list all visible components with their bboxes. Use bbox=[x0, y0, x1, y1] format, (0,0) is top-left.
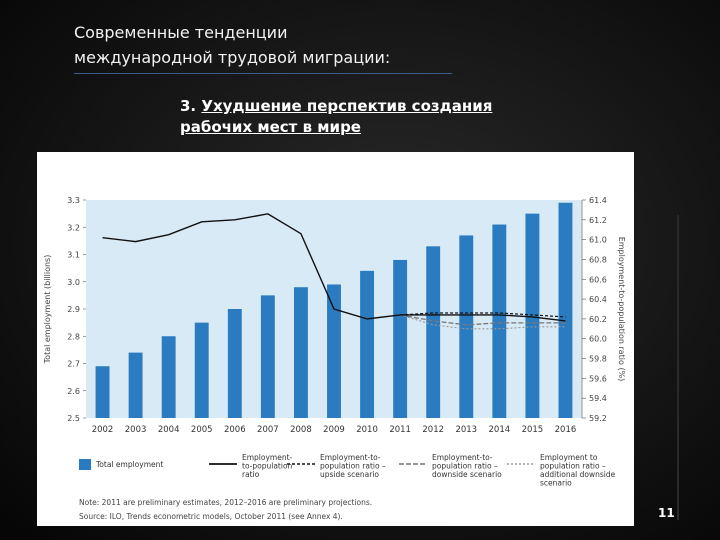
legend-label-3: Employment-to-population ratio – downside… bbox=[432, 453, 502, 479]
series-line-additional-downside bbox=[399, 314, 566, 330]
x-tick-label: 2008 bbox=[290, 425, 312, 435]
slide-title-line1: Современные тенденции bbox=[74, 23, 288, 42]
bar bbox=[128, 352, 143, 418]
subtitle-number: 3. bbox=[180, 97, 197, 115]
x-tick-label: 2012 bbox=[422, 425, 444, 435]
x-tick-label: 2006 bbox=[224, 425, 246, 435]
y-tick-label: 2.6 bbox=[67, 387, 80, 396]
chart-source: Source: ILO, Trends econometric models, … bbox=[79, 512, 343, 521]
bar bbox=[393, 259, 408, 418]
y2-axis-title: Employment-to-population ratio (%) bbox=[617, 237, 626, 382]
chart-panel: 2.5 2.6 2.7 2.8 2.9 3.0 3.1 3.2 3.3 59.2 59.4 59.6 5… bbox=[37, 152, 634, 526]
x-tick-label: 2013 bbox=[455, 425, 477, 435]
legend-label-4: Employment to population ratio – additiona… bbox=[540, 453, 616, 488]
y-tick-label: 2.9 bbox=[67, 305, 80, 314]
y2-tick-label: 61.0 bbox=[589, 236, 607, 245]
y2-tick-label: 59.8 bbox=[589, 355, 607, 364]
legend-label-1: Employment-to-population ratio bbox=[242, 453, 293, 479]
bar bbox=[492, 224, 507, 418]
legend-label-2: Employment-to-population ratio – upside s… bbox=[320, 453, 386, 479]
x-tick-label: 2011 bbox=[389, 425, 411, 435]
y2-tick-label: 61.4 bbox=[589, 196, 607, 205]
chart-note: Note: 2011 are preliminary estimates, 20… bbox=[79, 498, 372, 507]
subtitle-line2: рабочих мест в мире bbox=[180, 118, 361, 136]
x-tick-label: 2009 bbox=[323, 425, 345, 435]
bar bbox=[327, 284, 341, 418]
slide-title-line2: международной трудовой миграции: bbox=[74, 48, 391, 67]
slide-subtitle: 3. Ухудшение перспектив создания рабочих… bbox=[180, 96, 540, 138]
series-line-upside bbox=[400, 312, 566, 318]
y2-tick-label: 60.2 bbox=[589, 315, 607, 324]
x-tick-label: 2015 bbox=[522, 425, 544, 435]
y-tick-label: 3.0 bbox=[67, 278, 80, 287]
x-tick-label: 2002 bbox=[92, 425, 114, 435]
y-tick-label: 3.3 bbox=[67, 196, 80, 205]
title-divider bbox=[74, 73, 452, 74]
legend-swatch-bar bbox=[79, 459, 91, 470]
bar bbox=[426, 246, 441, 418]
page-number: 11 bbox=[658, 506, 675, 520]
subtitle-line1: Ухудшение перспектив создания bbox=[201, 97, 493, 115]
y-tick-label: 2.8 bbox=[67, 332, 80, 341]
series-line-ratio bbox=[102, 213, 566, 322]
y2-tick-label: 60.4 bbox=[589, 295, 607, 304]
legend-label-0: Total employment bbox=[95, 460, 163, 469]
y-axis-title: Total employment (billions) bbox=[43, 255, 52, 365]
x-tick-label: 2005 bbox=[191, 425, 213, 435]
x-tick-label: 2016 bbox=[555, 425, 577, 435]
y-tick-label: 2.7 bbox=[67, 360, 80, 369]
x-tick-label: 2007 bbox=[257, 425, 279, 435]
x-tick-label: 2014 bbox=[489, 425, 511, 435]
y2-tick-label: 60.0 bbox=[589, 335, 607, 344]
bar bbox=[525, 213, 540, 418]
bar bbox=[459, 235, 474, 418]
y-tick-label: 3.1 bbox=[67, 251, 80, 260]
x-tick-label: 2004 bbox=[158, 425, 180, 435]
x-tick-label: 2010 bbox=[356, 425, 378, 435]
bar bbox=[558, 202, 573, 418]
bar bbox=[293, 287, 308, 418]
bar bbox=[260, 295, 275, 418]
y2-tick-label: 61.2 bbox=[589, 216, 607, 225]
bar bbox=[360, 270, 375, 418]
bar bbox=[161, 336, 176, 418]
x-tick-label: 2003 bbox=[125, 425, 147, 435]
slide-title: Современные тенденции международной труд… bbox=[74, 20, 454, 70]
y2-tick-label: 59.2 bbox=[589, 414, 607, 423]
slide-side-line bbox=[677, 215, 679, 520]
bar bbox=[227, 309, 242, 418]
y2-tick-label: 59.6 bbox=[589, 374, 607, 383]
y-tick-label: 3.2 bbox=[67, 223, 80, 232]
y2-tick-label: 59.4 bbox=[589, 394, 607, 403]
bar bbox=[95, 366, 110, 418]
employment-chart: 2.5 2.6 2.7 2.8 2.9 3.0 3.1 3.2 3.3 59.2 59.4 59.6 5… bbox=[43, 196, 626, 521]
y2-tick-label: 60.8 bbox=[589, 255, 607, 264]
bar bbox=[194, 322, 209, 418]
y2-tick-label: 60.6 bbox=[589, 275, 607, 284]
y-tick-label: 2.5 bbox=[67, 414, 80, 423]
